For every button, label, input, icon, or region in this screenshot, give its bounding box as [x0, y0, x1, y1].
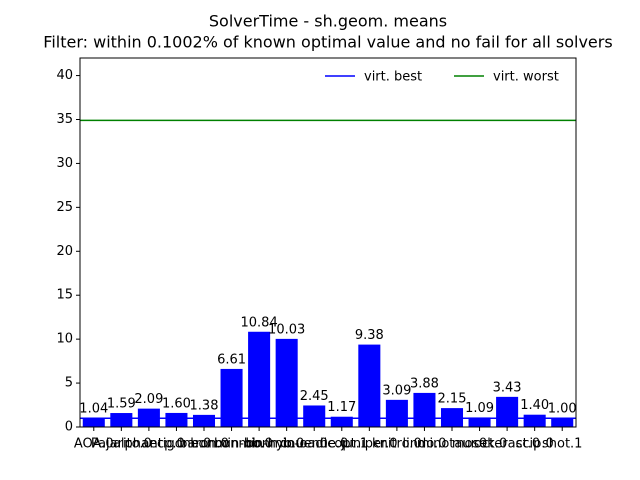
value-label: 10.84 — [241, 315, 278, 330]
y-tick-label: 5 — [65, 376, 73, 391]
value-label: 1.09 — [465, 401, 494, 416]
x-tick-label: juniper.0 — [340, 437, 398, 452]
x-tick-label: Pajarito.0 — [91, 437, 152, 452]
value-label: 1.40 — [520, 398, 549, 413]
y-tick-label: 0 — [65, 420, 73, 435]
value-label: 3.43 — [493, 380, 522, 395]
x-tick-label: knitro.0 — [372, 437, 422, 452]
y-tick-label: 30 — [56, 156, 73, 171]
x-tick-label: antigone.0 — [142, 437, 212, 452]
x-tick-label: octeract.0 — [474, 437, 540, 452]
x-tick-label: bonmin-oa.0 — [246, 437, 328, 452]
bar — [358, 344, 381, 427]
bar — [220, 368, 243, 427]
value-label: 1.60 — [162, 396, 191, 411]
value-label: 9.38 — [355, 328, 384, 343]
bar — [385, 399, 408, 427]
bar — [165, 412, 188, 427]
bar — [330, 416, 353, 427]
bar — [551, 418, 574, 427]
x-tick-label: couenne.0 — [280, 437, 348, 452]
bar — [82, 417, 105, 427]
value-label: 2.45 — [300, 389, 329, 404]
bar — [523, 414, 546, 427]
value-label: 1.00 — [548, 402, 577, 417]
value-label: 1.17 — [327, 400, 356, 415]
x-tick-label: mosek.0 — [452, 437, 507, 452]
x-tick-label: scip.0 — [516, 437, 554, 452]
x-tick-label: alphaecp.0 — [113, 437, 185, 452]
value-label: 1.59 — [107, 397, 136, 412]
bar — [110, 413, 133, 427]
y-tick-label: 15 — [56, 288, 73, 303]
y-tick-label: 20 — [56, 244, 73, 259]
chart-subtitle: Filter: within 0.1002% of known optimal … — [43, 33, 612, 52]
value-label: 3.88 — [410, 376, 439, 391]
legend-label: virt. best — [364, 70, 422, 85]
value-label: 2.09 — [134, 392, 163, 407]
x-tick-label: minotaur.0 — [417, 437, 487, 452]
y-tick-label: 40 — [56, 68, 73, 83]
value-label: 1.04 — [79, 401, 108, 416]
x-tick-label: dicopt.1 — [315, 437, 368, 452]
value-label: 1.38 — [190, 398, 219, 413]
y-tick-label: 10 — [56, 332, 73, 347]
bar — [192, 414, 216, 427]
chart-title: SolverTime - sh.geom. means — [209, 12, 447, 31]
bar — [468, 417, 491, 427]
bar — [496, 396, 519, 427]
value-label: 3.09 — [382, 383, 411, 398]
x-tick-label: bonmin-bb.0 — [190, 437, 273, 452]
x-tick-label: lindo.0 — [403, 437, 447, 452]
x-tick-label: AOA.0 — [74, 437, 114, 452]
y-tick-label: 25 — [56, 200, 73, 215]
bar — [303, 405, 326, 427]
value-label: 6.61 — [217, 352, 246, 367]
bar — [275, 338, 298, 427]
x-tick-label: shot.1 — [542, 437, 582, 452]
bar — [248, 331, 271, 427]
plot-frame — [79, 57, 577, 428]
value-label: 10.03 — [268, 322, 305, 337]
x-tick-label: bonmin-hyb.0 — [214, 437, 304, 452]
x-tick-label: baron.0 — [179, 437, 229, 452]
bar — [413, 392, 436, 427]
y-tick-label: 35 — [56, 112, 73, 127]
legend-label: virt. worst — [493, 70, 559, 85]
value-label: 2.15 — [438, 392, 467, 407]
